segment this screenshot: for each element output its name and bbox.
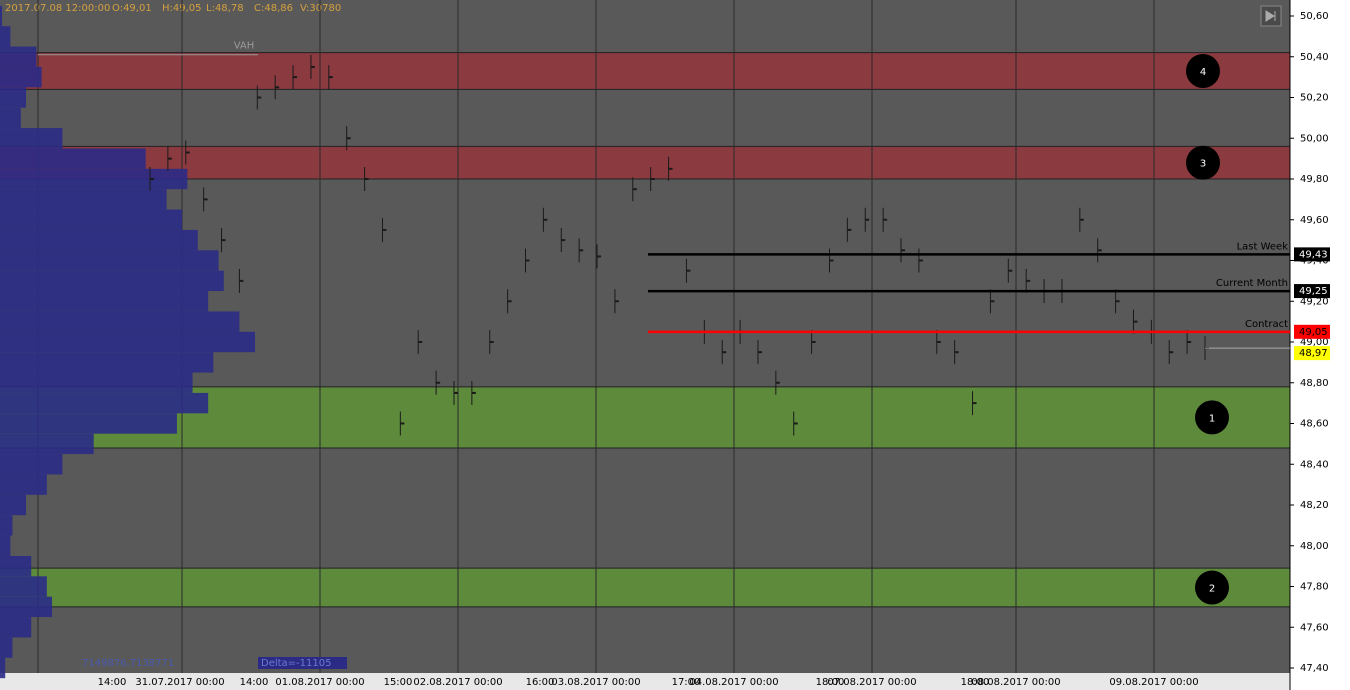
x-tick-label: 31.07.2017 00:00	[135, 677, 224, 688]
profile-bar	[0, 637, 13, 658]
profile-delta: Delta=-11105	[261, 658, 331, 669]
zone-number: 2	[1209, 584, 1215, 595]
profile-bar	[0, 617, 32, 638]
zone-badge	[1186, 54, 1220, 89]
y-tick-label: 49,20	[1300, 296, 1329, 307]
price-tag	[1294, 324, 1330, 339]
profile-bar	[0, 331, 255, 353]
profile-bar	[0, 291, 209, 312]
y-tick-label: 47,40	[1300, 663, 1329, 674]
profile-bar	[0, 87, 27, 108]
y-tick-label: 49,80	[1300, 174, 1329, 185]
level-name: Current Month	[1216, 278, 1288, 289]
x-tick-label: 17:00	[672, 677, 701, 688]
price-tag	[1294, 247, 1330, 262]
x-tick-label: 04.08.2017 00:00	[689, 677, 778, 688]
x-tick-label: 01.08.2017 00:00	[275, 677, 364, 688]
profile-bar	[0, 515, 13, 536]
profile-bar	[0, 413, 177, 434]
header-volume: V:30780	[300, 3, 341, 14]
header-datetime: 2017.07.08 12:00:00	[5, 3, 110, 14]
y-tick-label: 48,80	[1300, 378, 1329, 389]
price-tag	[1294, 284, 1330, 299]
level-name: Last Week	[1237, 241, 1289, 252]
level-name: Contract	[1245, 319, 1288, 330]
profile-total: 7149876.7138771	[82, 658, 174, 669]
y-tick-label: 50,00	[1300, 133, 1329, 144]
profile-bar	[0, 168, 188, 190]
y-tick-label: 49,00	[1300, 337, 1329, 348]
price-tag	[1294, 346, 1330, 361]
price-tag-label: 49,05	[1299, 327, 1328, 338]
vah-label: VAH	[234, 41, 255, 52]
profile-bar	[0, 576, 47, 597]
profile-bar	[0, 352, 214, 373]
profile-bar	[0, 454, 63, 475]
y-tick-label: 50,60	[1300, 11, 1329, 22]
x-tick-label: 18:00	[961, 677, 990, 688]
y-tick-label: 50,20	[1300, 93, 1329, 104]
x-tick-label: 08.08.2017 00:00	[971, 677, 1060, 688]
profile-bar	[0, 46, 37, 67]
profile-bar	[0, 535, 11, 556]
y-tick-label: 48,00	[1300, 541, 1329, 552]
header-open: O:49,01	[112, 3, 152, 14]
profile-bar	[0, 209, 183, 230]
x-tick-label: 18:00	[816, 677, 845, 688]
zone-number: 1	[1209, 413, 1215, 424]
delta-box	[258, 657, 347, 669]
y-tick-label: 47,60	[1300, 622, 1329, 633]
header-close: C:48,86	[254, 3, 293, 14]
x-tick-label: 03.08.2017 00:00	[551, 677, 640, 688]
profile-bar	[0, 107, 21, 129]
y-tick-label: 48,20	[1300, 500, 1329, 511]
x-tick-label: 14:00	[240, 677, 269, 688]
x-tick-label: 14:00	[98, 677, 127, 688]
y-tick-label: 49,60	[1300, 215, 1329, 226]
price-tag-label: 49,25	[1299, 286, 1328, 297]
zone	[0, 386, 1290, 448]
profile-bar	[0, 657, 6, 679]
profile-bar	[0, 372, 193, 393]
y-tick-label: 48,60	[1300, 419, 1329, 430]
x-tick-label: 07.08.2017 00:00	[827, 677, 916, 688]
x-tick-label: 02.08.2017 00:00	[413, 677, 502, 688]
zone-badge	[1195, 570, 1229, 605]
profile-bar	[0, 474, 47, 495]
y-tick-label: 50,40	[1300, 52, 1329, 63]
zone-number: 3	[1200, 159, 1206, 170]
x-tick-label: 09.08.2017 00:00	[1109, 677, 1198, 688]
profile-bar	[0, 392, 209, 414]
profile-bar	[0, 555, 32, 577]
profile-bar	[0, 229, 198, 251]
y-tick-label: 47,80	[1300, 582, 1329, 593]
profile-bar	[0, 270, 224, 292]
profile-bar	[0, 148, 146, 169]
zone-badge	[1195, 400, 1229, 435]
profile-bar	[0, 66, 42, 88]
price-tag-label: 49,43	[1299, 249, 1328, 260]
profile-bar	[0, 189, 167, 210]
zone	[0, 52, 1290, 90]
profile-bar	[0, 596, 53, 618]
profile-bar	[0, 250, 219, 271]
scroll-icon	[1265, 10, 1276, 22]
x-tick-label: 16:00	[526, 677, 555, 688]
x-tick-label: 15:00	[384, 677, 413, 688]
profile-bar	[0, 128, 63, 149]
zone-badge	[1186, 145, 1220, 180]
profile-bar	[0, 494, 27, 516]
profile-bar	[0, 26, 11, 47]
profile-bar	[0, 433, 94, 455]
y-tick-label: 48,40	[1300, 459, 1329, 470]
zone-number: 4	[1200, 67, 1206, 78]
zone	[0, 568, 1290, 607]
zone	[0, 146, 1290, 179]
header-low: L:48,78	[206, 3, 244, 14]
price-tag-label: 48,97	[1299, 348, 1328, 359]
profile-bar	[0, 311, 240, 332]
profile-bar	[0, 5, 3, 27]
x-axis-bg	[0, 673, 1290, 690]
